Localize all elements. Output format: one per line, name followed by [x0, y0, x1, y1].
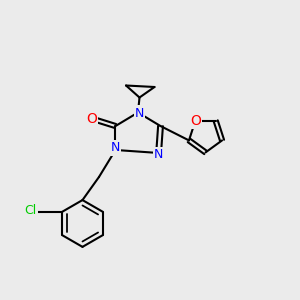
Text: Cl: Cl: [25, 204, 37, 217]
Text: N: N: [135, 106, 144, 120]
Text: O: O: [190, 114, 201, 128]
Text: N: N: [111, 141, 120, 154]
Text: N: N: [154, 148, 163, 161]
Text: O: O: [86, 112, 97, 125]
